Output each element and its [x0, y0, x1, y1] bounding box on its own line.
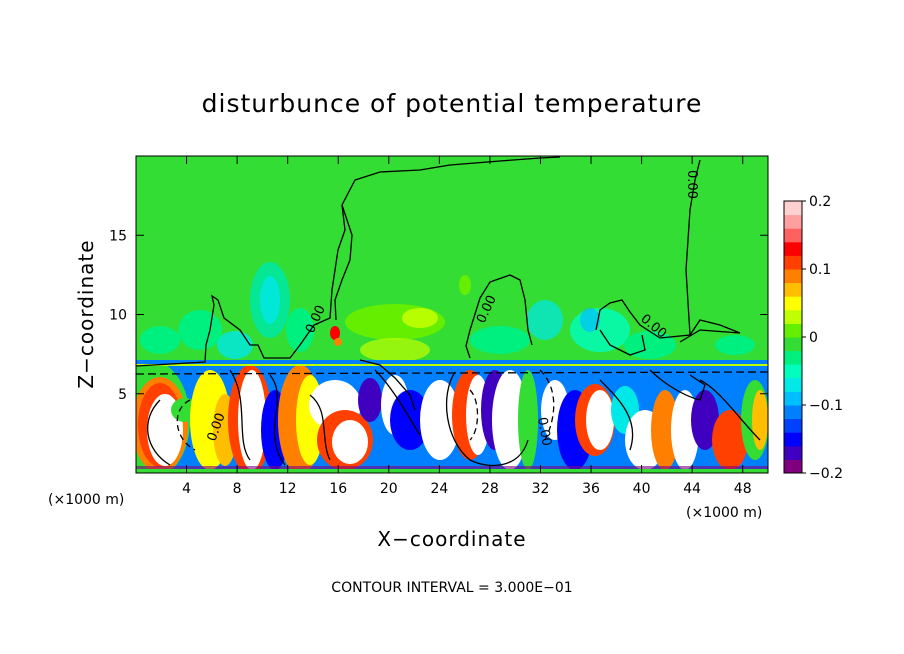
colorbar-swatch [784, 282, 802, 297]
x-axis-label: X−coordinate [377, 527, 526, 551]
y-tick-label: 5 [118, 387, 127, 403]
colorbar-swatch [784, 364, 802, 379]
colorbar-tick-label: 0.2 [809, 194, 831, 210]
colorbar-swatch [784, 255, 802, 270]
upper-anomalies [140, 262, 755, 362]
chart-title: disturbunce of potential temperature [202, 89, 703, 118]
colorbar-swatch [784, 241, 802, 256]
colorbar-swatch [784, 459, 802, 474]
colorbar-swatch [784, 269, 802, 284]
colorbar-swatch [784, 323, 802, 338]
x-tick-label: 12 [279, 481, 297, 497]
colorbar [784, 201, 802, 474]
contour-label: 0.00 [534, 416, 554, 447]
colorbar-swatch [784, 405, 802, 420]
x-tick-label: 40 [633, 481, 651, 497]
plot-area: 0.00 0.00 0.00 0.00 0.00 0.00 [136, 156, 768, 473]
x-unit-right: (×1000 m) [686, 505, 762, 521]
turbulent-layer [136, 366, 768, 473]
y-ticks: 5 10 15 [109, 228, 768, 403]
colorbar-swatch [784, 391, 802, 406]
x-tick-label: 48 [734, 481, 752, 497]
colorbar-ticks: 0.2 0.1 0 −0.1 −0.2 [802, 194, 843, 482]
colorbar-swatch [784, 228, 802, 243]
colorbar-swatch [784, 350, 802, 365]
colorbar-tick-label: −0.2 [809, 466, 843, 482]
y-tick-label: 15 [109, 228, 127, 244]
contour-lines [136, 156, 768, 467]
colorbar-swatch [784, 296, 802, 311]
x-tick-label: 20 [380, 481, 398, 497]
x-tick-label: 4 [182, 481, 191, 497]
colorbar-swatch [784, 337, 802, 352]
x-tick-label: 8 [233, 481, 242, 497]
x-tick-label: 24 [430, 481, 448, 497]
colorbar-swatch [784, 214, 802, 229]
colorbar-swatch [784, 309, 802, 324]
colorbar-swatch [784, 445, 802, 460]
contour-interval: CONTOUR INTERVAL = 3.000E−01 [331, 580, 572, 596]
colorbar-swatch [784, 432, 802, 447]
colorbar-tick-label: −0.1 [809, 398, 843, 414]
colorbar-swatch [784, 377, 802, 392]
x-tick-label: 44 [683, 481, 701, 497]
x-unit-left: (×1000 m) [48, 492, 124, 508]
colorbar-tick-label: 0 [809, 330, 818, 346]
x-tick-label: 28 [481, 481, 499, 497]
x-tick-label: 16 [329, 481, 347, 497]
colorbar-swatch [784, 201, 802, 216]
colorbar-tick-label: 0.1 [809, 262, 831, 278]
colorbar-swatch [784, 418, 802, 433]
x-ticks: 4 8 12 16 20 24 28 32 36 40 44 48 [182, 156, 752, 497]
x-tick-label: 36 [582, 481, 600, 497]
y-axis-label: Z−coordinate [74, 239, 98, 388]
x-tick-label: 32 [532, 481, 550, 497]
contour-label: 0.00 [684, 170, 699, 199]
y-tick-label: 10 [109, 308, 127, 324]
